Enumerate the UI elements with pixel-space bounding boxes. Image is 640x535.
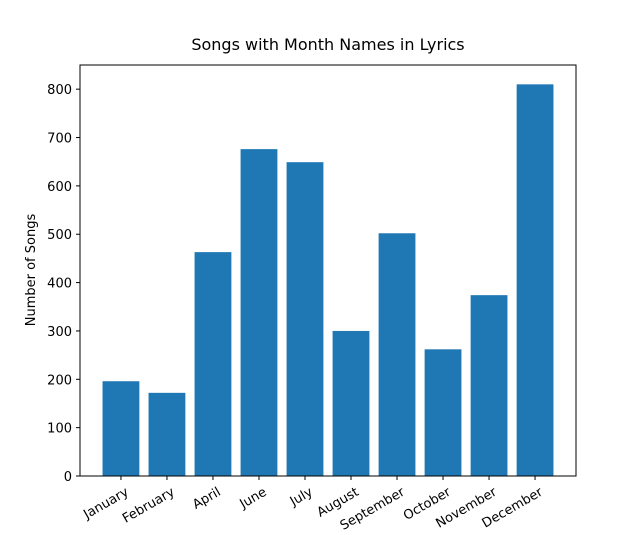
- bar: [102, 381, 140, 476]
- y-tick-label: 400: [47, 277, 72, 292]
- y-tick-label: 800: [47, 83, 72, 98]
- x-tick-label: April: [190, 485, 223, 513]
- y-tick-label: 700: [47, 132, 72, 147]
- bar: [148, 392, 186, 476]
- y-tick-label: 300: [47, 325, 72, 340]
- bar: [240, 149, 278, 476]
- bar: [516, 84, 554, 476]
- y-tick-label: 500: [47, 228, 72, 243]
- x-tick-label: June: [237, 485, 270, 513]
- bar: [470, 295, 508, 476]
- y-tick-label: 100: [47, 422, 72, 437]
- plot-frame: [79, 64, 577, 477]
- y-tick-label: 600: [47, 180, 72, 195]
- bar: [332, 330, 370, 476]
- bar: [286, 162, 324, 477]
- y-tick-label: 200: [47, 373, 72, 388]
- x-tick-label: February: [120, 485, 178, 527]
- y-axis-label: Number of Songs: [24, 214, 39, 327]
- bar: [378, 233, 416, 476]
- y-tick-label: 0: [64, 470, 72, 485]
- bar: [194, 252, 232, 476]
- chart-title: Songs with Month Names in Lyrics: [191, 35, 464, 54]
- x-tick-label: July: [287, 485, 316, 510]
- bar: [424, 349, 462, 476]
